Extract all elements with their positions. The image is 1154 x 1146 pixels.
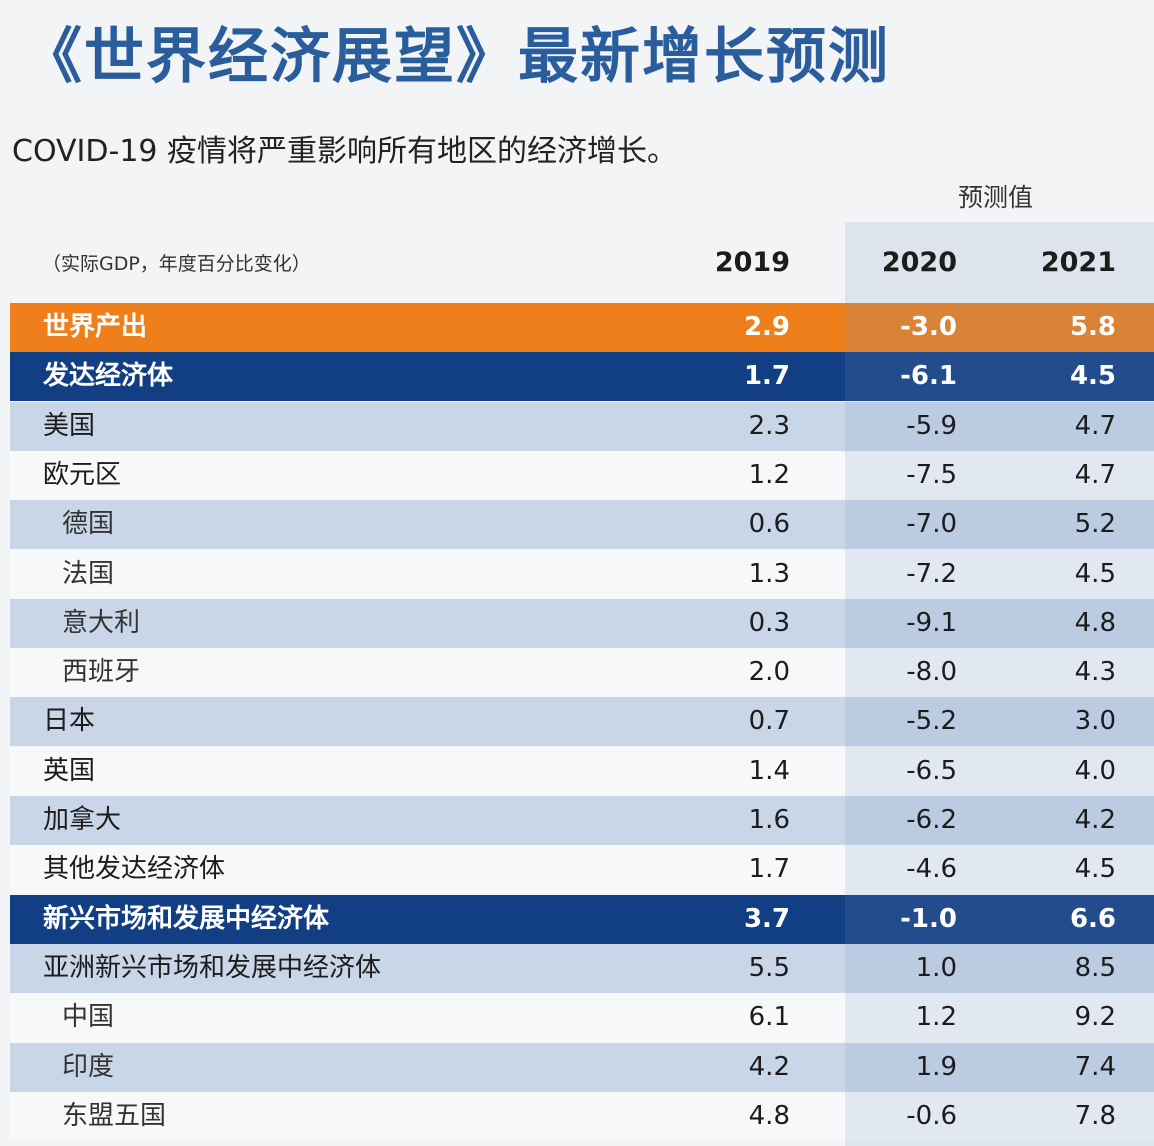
table-cell: 5.2	[1074, 509, 1116, 540]
table-cell: 0.6	[748, 509, 790, 540]
table-cell: 1.6	[748, 805, 790, 835]
table-cell: 4.5	[1074, 558, 1116, 589]
row-label: 意大利	[62, 607, 141, 638]
table-cell: 1.7	[743, 361, 790, 392]
table-cell: -6.1	[900, 361, 957, 392]
row-label: 法国	[62, 558, 115, 589]
table-cell: 0.7	[748, 706, 790, 737]
table-cell: 4.0	[1074, 755, 1116, 786]
row-label: 发达经济体	[43, 361, 174, 392]
column-header: 2019	[714, 247, 790, 278]
table-cell: -6.2	[906, 805, 957, 835]
table-cell: 8.5	[1074, 952, 1116, 983]
row-label: 亚洲新兴市场和发展中经济体	[43, 952, 382, 983]
table-row	[10, 450, 1154, 500]
column-header: 2021	[1040, 247, 1116, 278]
table-cell: 3.7	[743, 903, 790, 934]
table-row	[10, 352, 1154, 402]
table-row	[10, 648, 1154, 698]
table-cell: 1.2	[915, 1002, 957, 1033]
table-row	[10, 845, 1154, 895]
table-row	[10, 549, 1154, 599]
table-row	[10, 943, 1154, 993]
row-label: 西班牙	[62, 657, 141, 688]
row-label: 中国	[62, 1002, 115, 1033]
table-cell: 9.2	[1074, 1002, 1116, 1033]
row-label: 美国	[43, 410, 96, 441]
table-row	[10, 303, 1154, 352]
row-label: 世界产出	[43, 312, 148, 342]
table-cell: 6.1	[748, 1002, 790, 1033]
table-cell: 1.4	[748, 755, 790, 786]
table-cell: -7.2	[906, 558, 957, 589]
forecast-shade	[845, 222, 1154, 1146]
table-cell: 7.8	[1074, 1100, 1116, 1131]
table-row	[10, 746, 1154, 796]
row-label: 德国	[62, 509, 115, 540]
row-label: 英国	[43, 755, 96, 786]
table-cell: -4.6	[906, 854, 957, 885]
table-cell: -5.2	[906, 706, 957, 737]
table-cell: -5.9	[906, 410, 957, 441]
table-cell: 4.7	[1074, 410, 1116, 441]
table-cell: 4.5	[1069, 361, 1116, 392]
table-cell: -7.0	[906, 509, 957, 540]
table-cell: -8.0	[906, 657, 957, 688]
table-cell: 4.3	[1074, 657, 1116, 688]
table-row	[10, 993, 1154, 1043]
table-cell: -6.5	[906, 755, 957, 786]
table-cell: -1.0	[900, 903, 957, 934]
row-label: 东盟五国	[62, 1100, 167, 1131]
table-row	[10, 894, 1154, 944]
table-cell: 5.5	[748, 952, 790, 983]
table-row	[10, 401, 1154, 451]
table-cell: 2.3	[748, 410, 790, 441]
table-row	[10, 1042, 1154, 1092]
table-cell: 5.8	[1069, 312, 1116, 342]
row-label: 欧元区	[43, 459, 122, 490]
table-cell: 0.3	[748, 607, 790, 638]
table-cell: -0.6	[906, 1100, 957, 1131]
table-cell: 3.0	[1074, 706, 1116, 737]
table-cell: 2.0	[748, 657, 790, 688]
row-label: 新兴市场和发展中经济体	[43, 903, 330, 934]
table-cell: 4.5	[1074, 854, 1116, 885]
table-row	[10, 500, 1154, 550]
table-cell: -3.0	[900, 312, 957, 342]
forecast-label: 预测值	[958, 183, 1034, 212]
table-row	[10, 796, 1154, 845]
table-cell: 4.8	[1074, 607, 1116, 638]
table-cell: 2.9	[743, 312, 790, 342]
table-cell: 7.4	[1074, 1051, 1116, 1082]
table-cell: -7.5	[906, 459, 957, 490]
table-cell: 1.7	[748, 854, 790, 885]
row-label: 其他发达经济体	[43, 854, 226, 885]
table-cell: -9.1	[906, 607, 957, 638]
row-label: 印度	[62, 1051, 115, 1082]
table-cell: 4.7	[1074, 459, 1116, 490]
table-cell: 1.2	[748, 459, 790, 490]
table-row	[10, 598, 1154, 648]
subtitle: COVID-19 疫情将严重影响所有地区的经济增长。	[12, 134, 678, 169]
row-label: 日本	[43, 706, 96, 737]
table-cell: 1.9	[915, 1051, 957, 1082]
row-label: 加拿大	[43, 805, 122, 835]
table-cell: 1.0	[915, 952, 957, 983]
table-cell: 4.8	[748, 1100, 790, 1131]
table-cell: 4.2	[1074, 805, 1116, 835]
table-cell: 6.6	[1069, 903, 1116, 934]
table-row	[10, 1091, 1154, 1141]
title: 《世界经济展望》最新增长预测	[22, 22, 890, 92]
table-cell: 4.2	[748, 1051, 790, 1082]
table-cell: 1.3	[748, 558, 790, 589]
unit-note: （实际GDP，年度百分比变化）	[42, 253, 311, 275]
table-row	[10, 697, 1154, 747]
column-header: 2020	[881, 247, 957, 278]
